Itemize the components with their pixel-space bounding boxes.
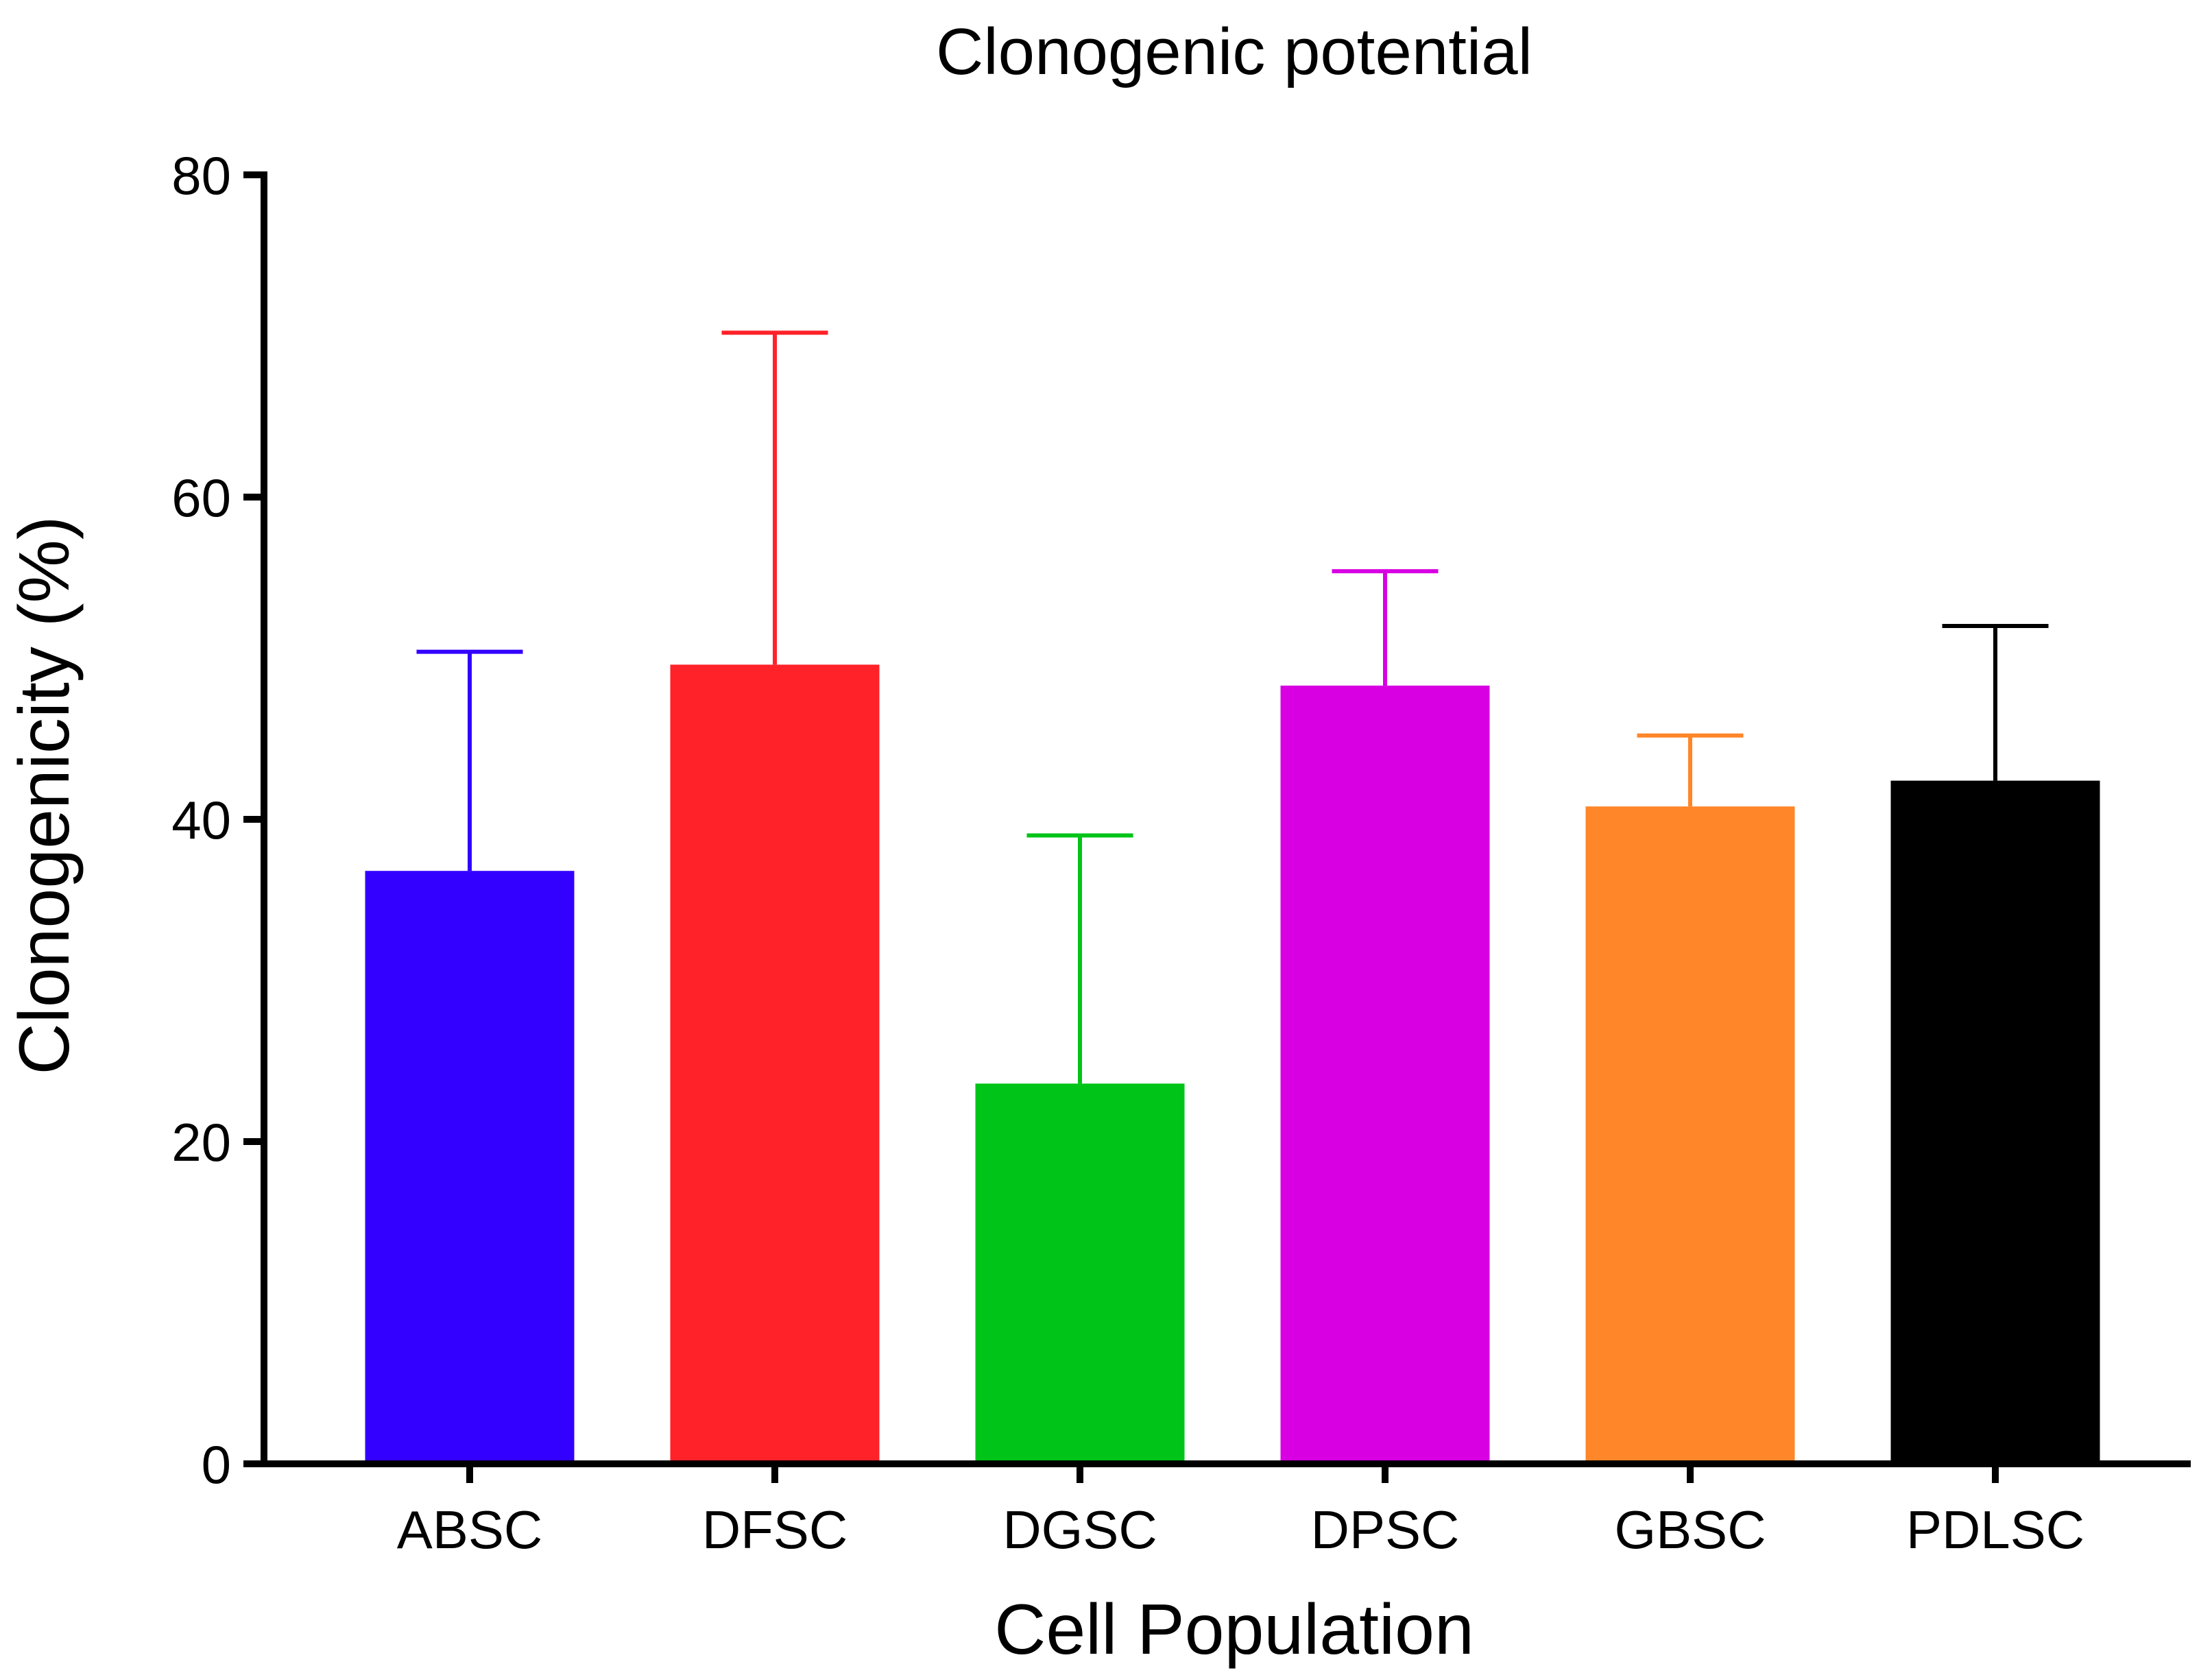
x-tick-label-dfsc: DFSC (702, 1499, 847, 1560)
x-axis-ticks: ABSC DFSC DGSC DPSC GBSC PDLSC (397, 1464, 2084, 1560)
bar-pdlsc (1890, 780, 2100, 1464)
y-tick-label: 60 (171, 468, 231, 528)
bar-dpsc (1280, 685, 1490, 1465)
y-tick-label: 40 (171, 790, 231, 850)
x-tick-label-gbsc: GBSC (1614, 1499, 1766, 1560)
bar-dgsc (975, 1083, 1185, 1464)
chart-title: Clonogenic potential (936, 15, 1532, 88)
y-axis-ticks: 0 20 40 60 80 (171, 145, 264, 1495)
bar-dfsc (670, 664, 880, 1464)
y-tick-label: 0 (202, 1434, 231, 1495)
y-tick-label: 20 (171, 1112, 231, 1172)
y-tick-label: 80 (171, 145, 231, 206)
bar-gbsc (1585, 806, 1795, 1464)
bars (365, 664, 2100, 1465)
x-tick-label-absc: ABSC (397, 1499, 542, 1560)
x-axis-label: Cell Population (994, 1590, 1474, 1670)
error-bars (416, 330, 2049, 1084)
x-tick-label-dpsc: DPSC (1311, 1499, 1460, 1560)
x-tick-label-dgsc: DGSC (1002, 1499, 1157, 1560)
bar-absc (365, 871, 575, 1464)
y-axis-label: Clonogenicity (%) (5, 516, 84, 1075)
x-tick-label-pdlsc: PDLSC (1906, 1499, 2084, 1560)
